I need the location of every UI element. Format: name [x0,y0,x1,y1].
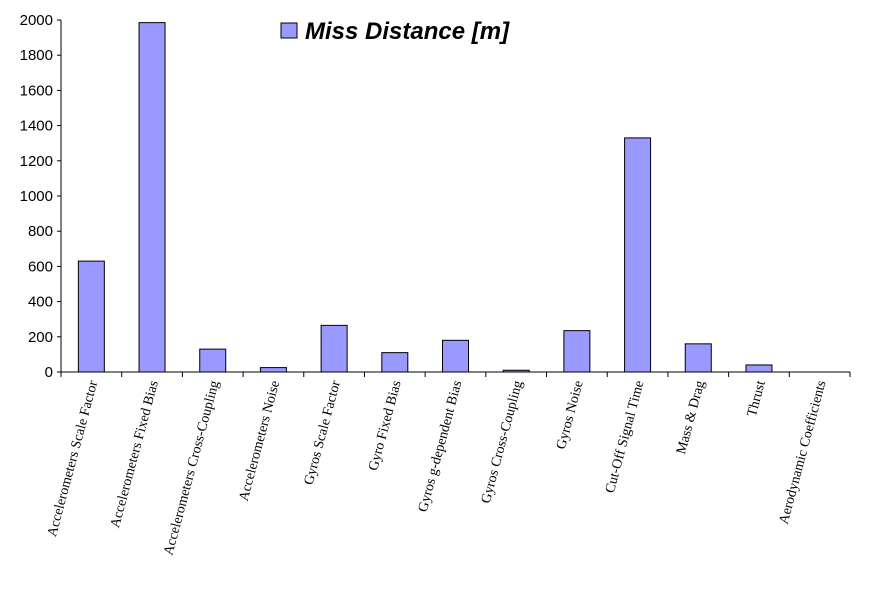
x-tick-label: Aerodynamic Coefficients [777,379,830,526]
y-tick-label: 2000 [20,12,53,29]
x-tick-label: Accelerometers Noise [237,379,284,503]
bar [199,348,227,373]
x-tick-label: Gyros Scale Factor [302,379,344,487]
legend-label: Miss Distance [m] [305,18,510,45]
x-tick-label: Gyros Noise [554,379,587,451]
y-tick-label: 1600 [20,82,53,99]
x-tick-label: Accelerometers Scale Factor [45,379,101,539]
x-axis: Accelerometers Scale Factor Accelerometer… [45,371,851,557]
y-tick-label: 1000 [20,188,53,205]
y-tick-label: 200 [28,329,53,346]
x-tick-label: Gyros Cross-Coupling [479,379,526,505]
y-tick-label: 600 [28,258,53,275]
x-tick-label: Accelerometers Cross-Coupling [162,379,223,557]
bar [684,343,712,373]
x-tick-label: Gyros g-dependent Bias [416,379,466,514]
y-tick-label: 800 [28,223,53,240]
x-tick-label: Cut-Off Signal Time [603,379,647,495]
bar [745,364,773,373]
bars [77,22,773,373]
x-tick-label: Mass & Drag [674,379,708,456]
bar [381,352,409,373]
legend: Miss Distance [m] [280,18,510,45]
y-tick-label: 1400 [20,118,53,135]
y-tick-label: 1200 [20,153,53,170]
y-axis: 0 200 400 600 800 1000 1200 1400 1600 1800 2000 [20,12,62,381]
bar [502,369,530,373]
bar [320,324,348,373]
y-tick-label: 400 [28,294,53,311]
bar [77,260,105,373]
x-tick-label: Accelerometers Fixed Bias [108,379,162,529]
bar [624,137,652,373]
bar [138,22,166,373]
legend-swatch [280,22,298,39]
x-tick-label: Thrust [745,379,769,418]
x-tick-label: Gyro Fixed Bias [366,379,404,472]
bar [442,339,469,373]
bar [563,330,591,373]
y-tick-label: 0 [45,364,53,381]
bar [259,367,287,373]
y-tick-label: 1800 [20,47,53,64]
